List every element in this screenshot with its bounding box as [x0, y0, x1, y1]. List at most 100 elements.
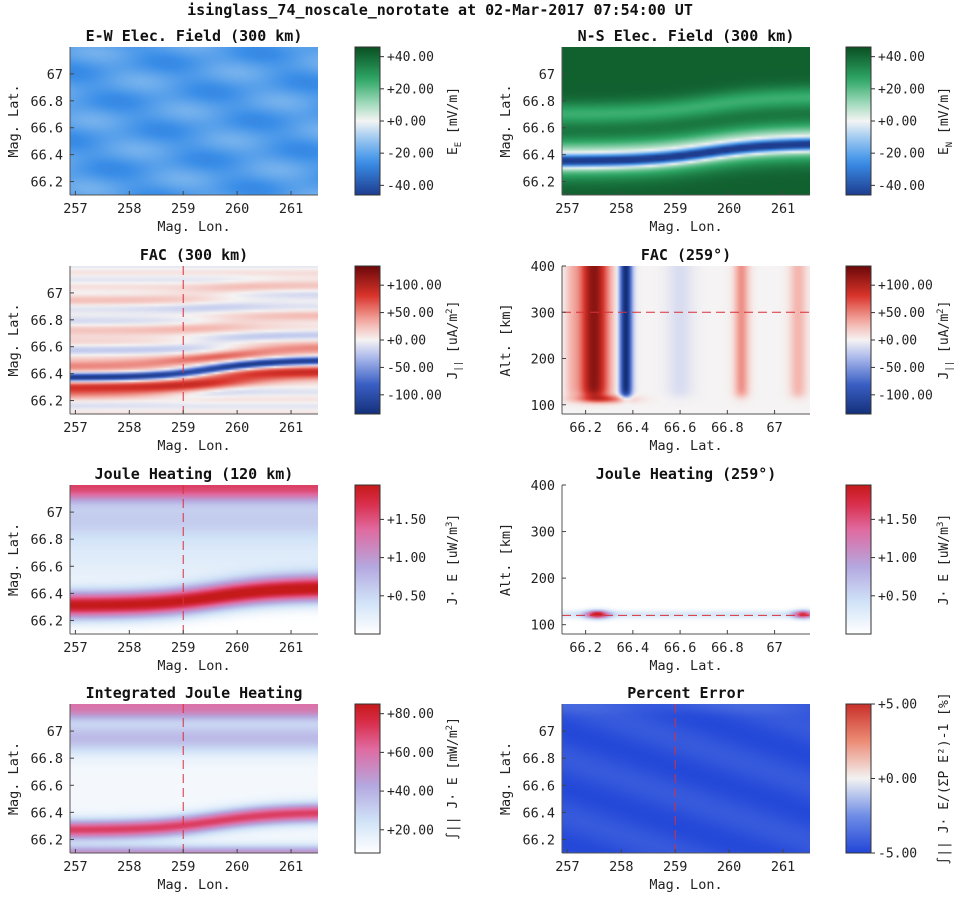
- x-tick-label: 259: [171, 640, 195, 656]
- panel-title: N-S Elec. Field (300 km): [578, 27, 795, 45]
- panel-title: Integrated Joule Heating: [86, 684, 303, 702]
- colorbar-tick-label: +100.00: [878, 279, 933, 294]
- y-axis-label: Mag. Lat.: [6, 523, 22, 596]
- heatmap-jh259: [562, 485, 810, 634]
- colorbar-tick-label: +50.00: [387, 306, 434, 321]
- x-tick-label: 258: [117, 859, 141, 875]
- colorbar-label: EE [mV/m]: [446, 87, 464, 155]
- y-tick-label: 67: [47, 67, 63, 83]
- y-tick-label: 66.8: [30, 751, 63, 767]
- y-axis-label: Mag. Lat.: [498, 84, 514, 157]
- y-tick-label: 67: [47, 724, 63, 740]
- colorbar-label: J· E [uW/m3]: [445, 514, 461, 606]
- x-tick-label: 66.8: [711, 640, 744, 656]
- x-tick-label: 66.4: [617, 420, 650, 436]
- y-tick-label: 66.6: [30, 340, 63, 356]
- panel-ew: E-W Elec. Field (300 km) 257 258 259 260 261 6…: [6, 27, 464, 235]
- y-tick-label: 66.6: [522, 778, 555, 794]
- y-tick-label: 400: [531, 478, 555, 494]
- x-tick-label: 260: [225, 859, 249, 875]
- y-tick-label: 66.6: [30, 559, 63, 575]
- heatmap-ew: [70, 47, 318, 195]
- figure-title: isinglass_74_noscale_norotate at 02-Mar-…: [187, 1, 693, 19]
- x-tick-label: 257: [555, 201, 579, 217]
- colorbar-tick-label: +0.00: [878, 115, 917, 130]
- colorbar-tick-label: +100.00: [387, 279, 442, 294]
- colorbar-label: ∫|| J· E/(ΣP E²)-1 [%]: [936, 692, 952, 864]
- colorbar-ew: [354, 46, 381, 196]
- y-tick-label: 67: [539, 67, 555, 83]
- x-tick-label: 260: [717, 859, 741, 875]
- colorbar-tick-label: +0.00: [387, 334, 426, 349]
- x-tick-label: 261: [771, 859, 795, 875]
- x-tick-label: 66.6: [664, 640, 697, 656]
- panel-jh120: Joule Heating (120 km) 257 258 259 260 261 66.…: [6, 465, 461, 674]
- colorbar-tick-label: -40.00: [387, 179, 434, 194]
- colorbar-label: EN [mV/m]: [937, 87, 955, 155]
- y-tick-label: 67: [47, 286, 63, 302]
- panel-ijh: Integrated Joule Heating 257 258 259 260 261 6…: [6, 684, 461, 893]
- colorbar-tick-label: +0.00: [878, 772, 917, 787]
- x-tick-label: 259: [171, 201, 195, 217]
- y-tick-label: 66.6: [30, 778, 63, 794]
- y-tick-label: 66.6: [30, 121, 63, 137]
- colorbar-tick-label: +0.50: [878, 589, 917, 604]
- x-tick-label: 258: [609, 859, 633, 875]
- y-tick-label: 66.8: [522, 751, 555, 767]
- y-tick-label: 67: [47, 505, 63, 521]
- x-tick-label: 66.2: [569, 640, 602, 656]
- y-axis-label: Mag. Lat.: [6, 742, 22, 815]
- x-tick-label: 261: [771, 201, 795, 217]
- x-tick-label: 261: [279, 420, 303, 436]
- y-tick-label: 66.2: [30, 175, 63, 191]
- colorbar-tick-label: +80.00: [387, 707, 434, 722]
- colorbar-tick-label: +0.00: [878, 334, 917, 349]
- colorbar-label: J|| [uA/m2]: [936, 301, 955, 380]
- colorbar-tick-label: -50.00: [387, 361, 434, 376]
- colorbar-tick-label: +1.00: [878, 551, 917, 566]
- y-tick-label: 66.8: [30, 313, 63, 329]
- panel-jh259: Joule Heating (259°) 66.2 66.4 66.6 66.8 67 10…: [498, 465, 952, 674]
- x-tick-label: 67: [766, 640, 782, 656]
- panel-perr: Percent Error 257 258 259 260 261 66.2 66.4 66.6…: [498, 684, 952, 893]
- colorbar-ns: [845, 46, 872, 196]
- y-tick-label: 66.2: [30, 613, 63, 629]
- x-tick-label: 260: [225, 420, 249, 436]
- x-tick-label: 259: [171, 420, 195, 436]
- colorbar-tick-label: +40.00: [878, 50, 925, 65]
- x-tick-label: 259: [171, 859, 195, 875]
- heatmap-fac300: [70, 266, 318, 414]
- panel-ns: N-S Elec. Field (300 km) 257 258 259 260 261 6…: [498, 27, 955, 235]
- x-tick-label: 260: [225, 640, 249, 656]
- x-tick-label: 258: [117, 420, 141, 436]
- y-tick-label: 66.8: [30, 532, 63, 548]
- y-tick-label: 66.6: [522, 121, 555, 137]
- colorbar-tick-label: +0.50: [387, 589, 426, 604]
- x-axis-label: Mag. Lon.: [649, 877, 722, 893]
- y-tick-label: 300: [531, 525, 555, 541]
- y-tick-label: 66.4: [30, 148, 63, 164]
- panel-fac300: FAC (300 km) 257 258 259 260 261 66.2 66.4 66.6 6…: [6, 246, 464, 454]
- y-tick-label: 66.4: [522, 148, 555, 164]
- x-tick-label: 259: [663, 201, 687, 217]
- y-tick-label: 66.4: [522, 805, 555, 821]
- panel-title: E-W Elec. Field (300 km): [86, 27, 303, 45]
- x-axis-label: Mag. Lon.: [157, 438, 230, 454]
- colorbar-tick-label: +20.00: [387, 823, 434, 838]
- x-tick-label: 261: [279, 201, 303, 217]
- y-axis-label: Alt. [km]: [498, 523, 514, 596]
- y-tick-label: 66.2: [30, 394, 63, 410]
- y-tick-label: 100: [531, 398, 555, 414]
- y-axis-label: Mag. Lat.: [6, 303, 22, 376]
- x-tick-label: 258: [117, 201, 141, 217]
- colorbar-tick-label: +1.50: [878, 513, 917, 528]
- x-tick-label: 66.4: [617, 640, 650, 656]
- y-tick-label: 66.8: [522, 94, 555, 110]
- x-tick-label: 66.2: [569, 420, 602, 436]
- colorbar-tick-label: -5.00: [878, 847, 917, 862]
- x-tick-label: 259: [663, 859, 687, 875]
- x-tick-label: 257: [555, 859, 579, 875]
- y-tick-label: 66.4: [30, 586, 63, 602]
- x-axis-label: Mag. Lon.: [157, 658, 230, 674]
